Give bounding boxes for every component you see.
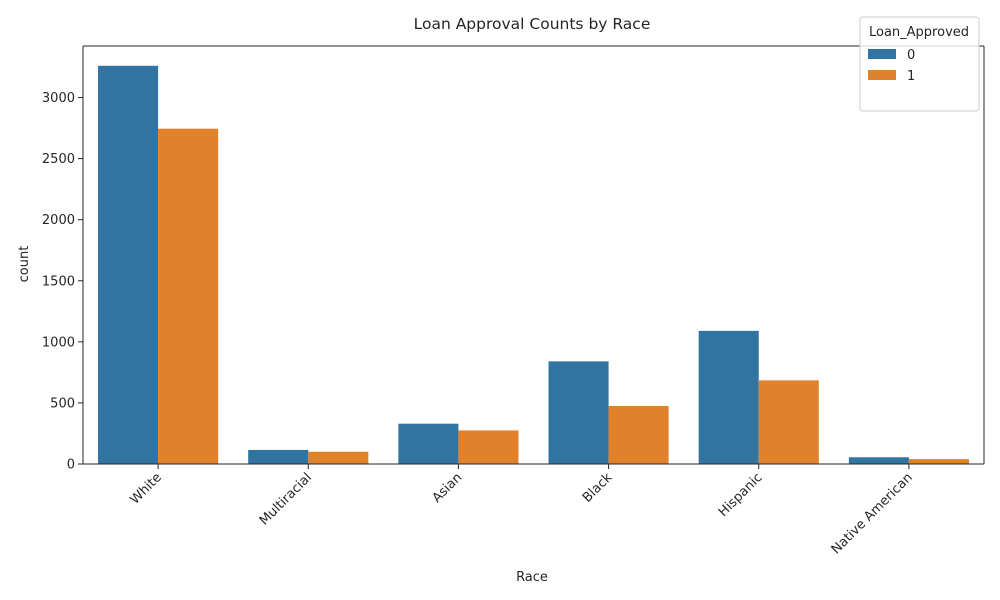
legend-swatch-1 — [868, 70, 896, 80]
legend-entry-1: 1 — [907, 69, 915, 84]
legend: Loan_Approved 0 1 — [859, 16, 980, 112]
bar-native-american-series-0 — [848, 457, 909, 464]
bar-white-series-1 — [158, 128, 219, 464]
x-axis-label: Race — [516, 570, 548, 585]
y-axis-label: count — [17, 246, 32, 283]
bar-hispanic-series-1 — [758, 380, 819, 464]
y-tick-label: 1500 — [42, 274, 75, 289]
y-tick-label: 500 — [50, 396, 75, 411]
bar-black-series-1 — [608, 405, 669, 464]
legend-title: Loan_Approved — [869, 25, 969, 40]
y-tick-label: 2500 — [42, 152, 75, 167]
y-tick-label: 0 — [67, 458, 75, 473]
legend-entry-0: 0 — [907, 48, 915, 63]
chart-title: Loan Approval Counts by Race — [414, 15, 651, 33]
bar-asian-series-0 — [398, 423, 459, 464]
y-tick-label: 2000 — [42, 213, 75, 228]
bar-black-series-0 — [548, 361, 609, 464]
bar-native-american-series-1 — [908, 459, 969, 464]
bar-multiracial-series-1 — [308, 451, 369, 464]
bar-asian-series-1 — [458, 430, 519, 464]
bar-white-series-0 — [98, 65, 159, 464]
bar-multiracial-series-0 — [248, 449, 309, 464]
y-tick-label: 3000 — [42, 91, 75, 106]
legend-swatch-0 — [868, 49, 896, 59]
y-tick-label: 1000 — [42, 335, 75, 350]
bar-hispanic-series-0 — [698, 330, 759, 464]
legend-frame — [859, 16, 980, 112]
